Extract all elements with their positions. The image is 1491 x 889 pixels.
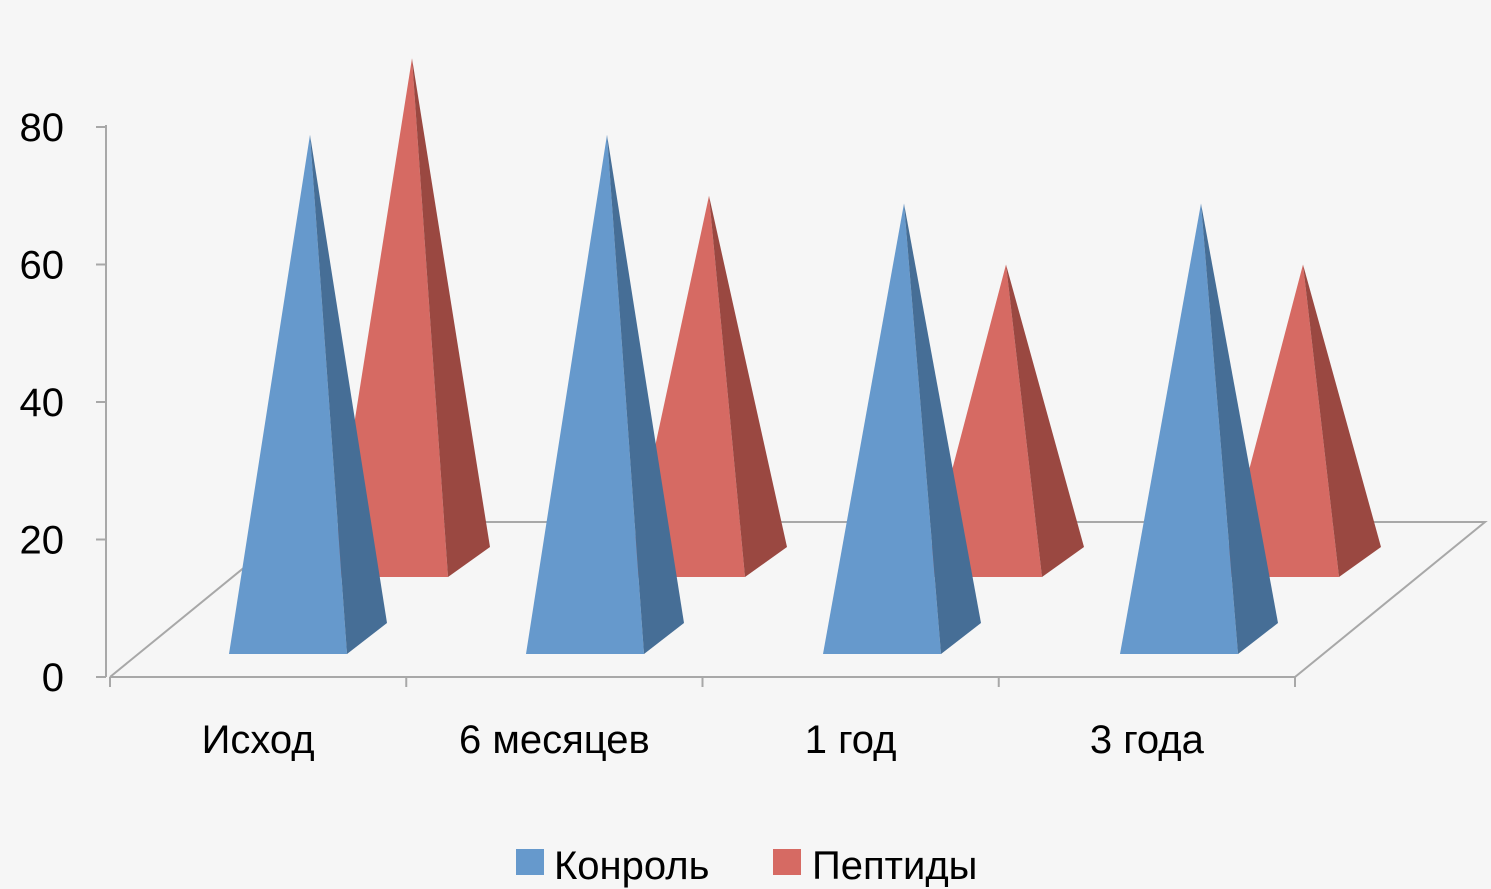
- pyramid-side-face: [1201, 203, 1278, 654]
- category-label: 3 года: [1090, 718, 1205, 762]
- y-tick-label: 20: [20, 519, 65, 563]
- chart-floor: [109, 521, 1488, 678]
- y-tick-label: 40: [20, 381, 65, 425]
- floor-outline: [109, 521, 1488, 678]
- value-axis: 0 20 40 60 80: [20, 106, 107, 700]
- pyramid-control: [823, 203, 981, 654]
- category-label: Исход: [202, 718, 315, 762]
- pyramid-side-face: [412, 58, 490, 577]
- legend: Конроль Пептиды: [516, 844, 977, 888]
- pyramid-side-face: [709, 195, 787, 577]
- pyramid-control: [526, 134, 684, 654]
- legend-label: Пептиды: [812, 844, 977, 888]
- y-tick-label: 80: [20, 106, 65, 150]
- pyramid-control: [1120, 203, 1278, 654]
- pyramid-side-face: [310, 134, 387, 654]
- pyramid-side-face: [1303, 264, 1381, 577]
- pyramid-peptides: [330, 58, 490, 577]
- legend-swatch: [516, 849, 544, 875]
- y-tick-label: 60: [20, 244, 65, 288]
- legend-label: Конроль: [554, 844, 709, 888]
- pyramid-front-face: [526, 134, 644, 654]
- category-label: 6 месяцев: [459, 718, 650, 762]
- pyramid-side-face: [904, 203, 981, 654]
- y-tick-label: 0: [42, 656, 64, 700]
- category-axis: Исход 6 месяцев 1 год 3 года: [109, 677, 1296, 762]
- pyramid-side-face: [607, 134, 684, 654]
- category-label: 1 год: [805, 718, 897, 762]
- pyramid-side-face: [1006, 264, 1084, 577]
- legend-swatch: [773, 849, 801, 875]
- pyramid-control: [229, 134, 387, 654]
- pyramid-front-face: [1120, 203, 1238, 654]
- pyramid-front-face: [229, 134, 347, 654]
- pyramid-front-face: [330, 58, 448, 577]
- pyramid-front-face: [823, 203, 941, 654]
- series-control-bars: [229, 134, 1278, 654]
